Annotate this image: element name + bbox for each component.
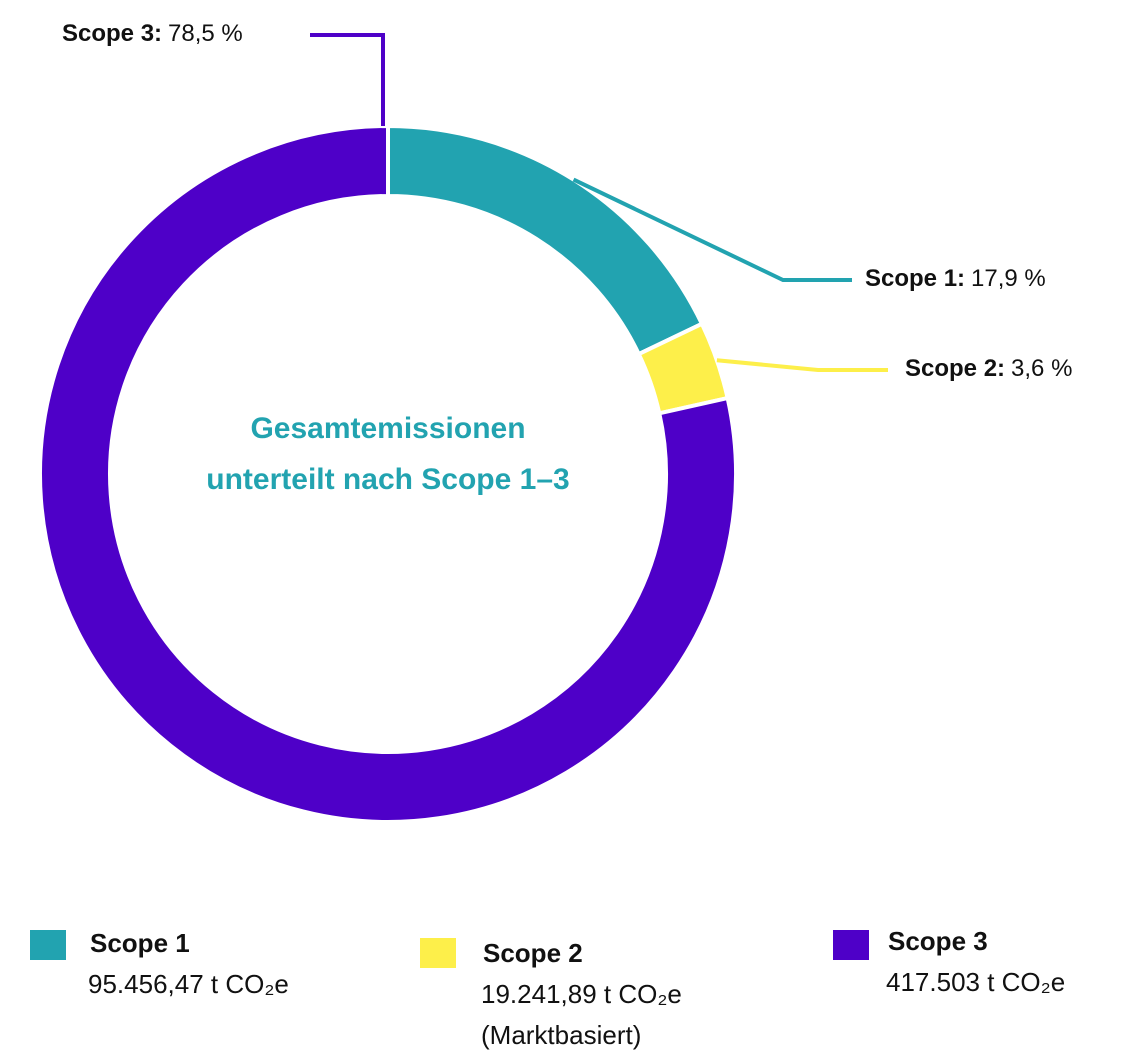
- slice-label: Scope 1: 17,9 %: [865, 265, 1046, 292]
- leader-line: [310, 33, 385, 126]
- donut-slice: [38, 123, 738, 824]
- legend-label: Scope 3: [888, 926, 988, 956]
- legend-detail: 19.241,89 t CO₂e: [481, 979, 682, 1009]
- slice-value: 17,9 %: [971, 265, 1046, 292]
- slice-label: Scope 3: 78,5 %: [62, 20, 243, 47]
- leader-line: [716, 358, 888, 372]
- chart-title: Gesamtemissionen unterteilt nach Scope 1…: [206, 412, 570, 496]
- legend-swatch: [30, 930, 66, 960]
- slice-name: Scope 2:: [905, 355, 1005, 382]
- legend-detail: (Marktbasiert): [481, 1020, 641, 1050]
- slice-name: Scope 3:: [62, 20, 162, 47]
- donut-slice: [386, 123, 705, 357]
- legend-detail: 417.503 t CO₂e: [886, 967, 1065, 997]
- legend-swatch: [420, 938, 456, 968]
- slice-value: 3,6 %: [1011, 355, 1072, 382]
- legend-detail: 95.456,47 t CO₂e: [88, 969, 289, 999]
- slice-name: Scope 1:: [865, 265, 965, 292]
- legend-label: Scope 2: [483, 938, 583, 968]
- legend-swatch: [833, 930, 869, 960]
- slice-value: 78,5 %: [168, 20, 243, 47]
- slice-label: Scope 2: 3,6 %: [905, 355, 1072, 382]
- legend-label: Scope 1: [90, 928, 190, 958]
- leader-line: [572, 177, 852, 282]
